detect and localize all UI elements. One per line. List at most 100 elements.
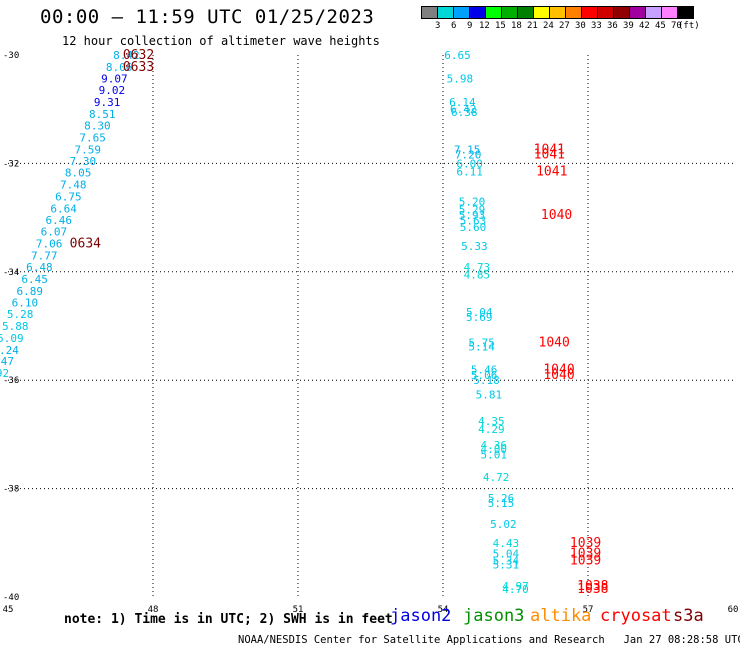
wave-height-label: 7.48 <box>60 179 87 192</box>
pass-time-label: 0632 <box>123 48 154 63</box>
wave-height-label: 8.51 <box>89 108 116 121</box>
wave-height-label: 6.42 <box>450 103 477 116</box>
legend-label: 27 <box>559 21 570 31</box>
wave-height-label: 5.02 <box>490 518 517 531</box>
wave-height-label: 6.48 <box>26 261 53 274</box>
x-tick-label: 48 <box>148 605 159 612</box>
legend-jason3: jason3 <box>463 606 525 626</box>
map-title: 00:00 — 11:59 UTC 01/25/2023 <box>40 6 375 28</box>
wave-height-label: 4.70 <box>502 583 529 596</box>
pass-time-label: 1040 <box>543 362 574 377</box>
wave-height-label: 4.73 <box>464 261 491 274</box>
wave-height-label: 9.31 <box>94 96 121 109</box>
y-tick-label: -40 <box>3 593 19 603</box>
wave-height-label: 6.46 <box>46 214 73 227</box>
wave-height-label: 5.34 <box>493 555 520 568</box>
pass-time-label: 1038 <box>577 582 608 597</box>
pass-time-label: 0634 <box>70 237 101 252</box>
pass-time-label: 0633 <box>123 60 154 75</box>
legend-label: 36 <box>607 21 618 31</box>
legend-jason2: jason2 <box>390 606 452 626</box>
wave-height-label: 9.07 <box>101 72 128 85</box>
legend-label: 42 <box>639 21 650 31</box>
wave-height-label: 5.63 <box>460 214 487 227</box>
pass-time-label: 1040 <box>543 368 574 383</box>
wave-height-label: 5.92 <box>0 367 9 380</box>
wave-height-label: 5.29 <box>459 203 486 216</box>
wave-height-label: 4.97 <box>502 580 529 593</box>
wave-height-label: 5.31 <box>493 558 520 571</box>
x-tick-label: 54 <box>438 605 449 612</box>
footer-credit: NOAA/NESDIS Center for Satellite Applica… <box>238 634 740 646</box>
wave-height-label: 5.09 <box>0 332 24 345</box>
pass-time-label: 1041 <box>536 165 567 180</box>
wave-height-label: 7.77 <box>31 250 58 263</box>
wave-height-label: 5.93 <box>459 209 486 222</box>
wave-height-label: 5.33 <box>461 240 488 253</box>
wave-height-label: 4.35 <box>478 415 505 428</box>
wave-height-label: 6.00 <box>456 157 483 170</box>
wave-height-label: 6.07 <box>41 226 68 239</box>
pass-time-label: 1039 <box>570 554 601 569</box>
wave-height-label: 4.85 <box>464 269 491 282</box>
legend-label: 24 <box>543 21 554 31</box>
wave-height-label: 5.06 <box>471 369 498 382</box>
wave-height-label: 5.88 <box>2 320 29 333</box>
wave-height-label: 4.29 <box>478 423 505 436</box>
pass-time-label: 1039 <box>570 536 601 551</box>
wave-height-label: 5.15 <box>488 497 515 510</box>
wave-height-label: 5.28 <box>7 308 34 321</box>
wave-height-label: 5.04 <box>493 548 520 561</box>
wave-height-map: 45 48 51 54 57 60-30-32-34-36-38-408.428.069.… <box>0 48 738 612</box>
legend-label: 30 <box>575 21 586 31</box>
wave-height-label: 5.04 <box>466 306 493 319</box>
wave-height-label: 5.26 <box>488 492 515 505</box>
wave-height-label: 8.05 <box>65 167 92 180</box>
wave-height-label: 4.36 <box>481 439 508 452</box>
color-legend <box>421 6 694 19</box>
wave-height-label: 6.65 <box>444 49 471 62</box>
wave-height-label: 5.60 <box>460 221 487 234</box>
wave-height-label: 6.10 <box>12 297 39 310</box>
legend-label: 15 <box>495 21 506 31</box>
legend-s3a: s3a <box>673 606 704 626</box>
y-tick-label: -38 <box>3 485 19 495</box>
map-subtitle: 12 hour collection of altimeter wave hei… <box>62 34 380 48</box>
legend-label: 18 <box>511 21 522 31</box>
wave-height-label: 5.20 <box>459 195 486 208</box>
y-tick-label: -30 <box>3 51 19 61</box>
wave-height-label: 7.59 <box>75 143 102 156</box>
wave-height-label: 7.06 <box>36 238 63 251</box>
wave-height-label: 4.72 <box>483 471 510 484</box>
wave-height-label: 6.64 <box>50 202 77 215</box>
y-tick-label: -34 <box>3 268 19 278</box>
wave-height-label: 6.14 <box>449 96 476 109</box>
pass-time-label: 1041 <box>534 148 565 163</box>
x-tick-label: 57 <box>583 605 594 612</box>
wave-height-label: 5.14 <box>468 341 495 354</box>
legend-swatch <box>677 6 694 19</box>
legend-label: 6 <box>451 21 457 31</box>
pass-time-label: 1040 <box>541 208 572 223</box>
wave-height-label: 8.06 <box>106 61 133 74</box>
wave-height-label: 4.43 <box>493 537 520 550</box>
wave-height-label: 5.46 <box>471 363 498 376</box>
wave-height-label: 8.42 <box>113 49 140 62</box>
pass-time-label: 1038 <box>577 579 608 594</box>
note-text: note: 1) Time is in UTC; 2) SWH is in fe… <box>64 612 393 627</box>
legend-label: 9 <box>467 21 473 31</box>
wave-height-label: 6.45 <box>21 273 48 286</box>
wave-height-label: 6.24 <box>0 344 19 357</box>
wave-height-label: 6.11 <box>456 166 483 179</box>
legend-label: 21 <box>527 21 538 31</box>
legend-label: 33 <box>591 21 602 31</box>
wave-height-label: 6.89 <box>17 285 44 298</box>
wave-height-label: 5.81 <box>476 388 503 401</box>
wave-height-label: 5.18 <box>473 374 500 387</box>
pass-time-label: 1040 <box>539 335 570 350</box>
wave-height-label: 6.75 <box>55 190 82 203</box>
legend-label: 12 <box>479 21 490 31</box>
legend-label: 70 <box>671 21 682 31</box>
wave-height-label: 6.38 <box>451 106 478 119</box>
wave-height-label: 4.00 <box>481 443 508 456</box>
